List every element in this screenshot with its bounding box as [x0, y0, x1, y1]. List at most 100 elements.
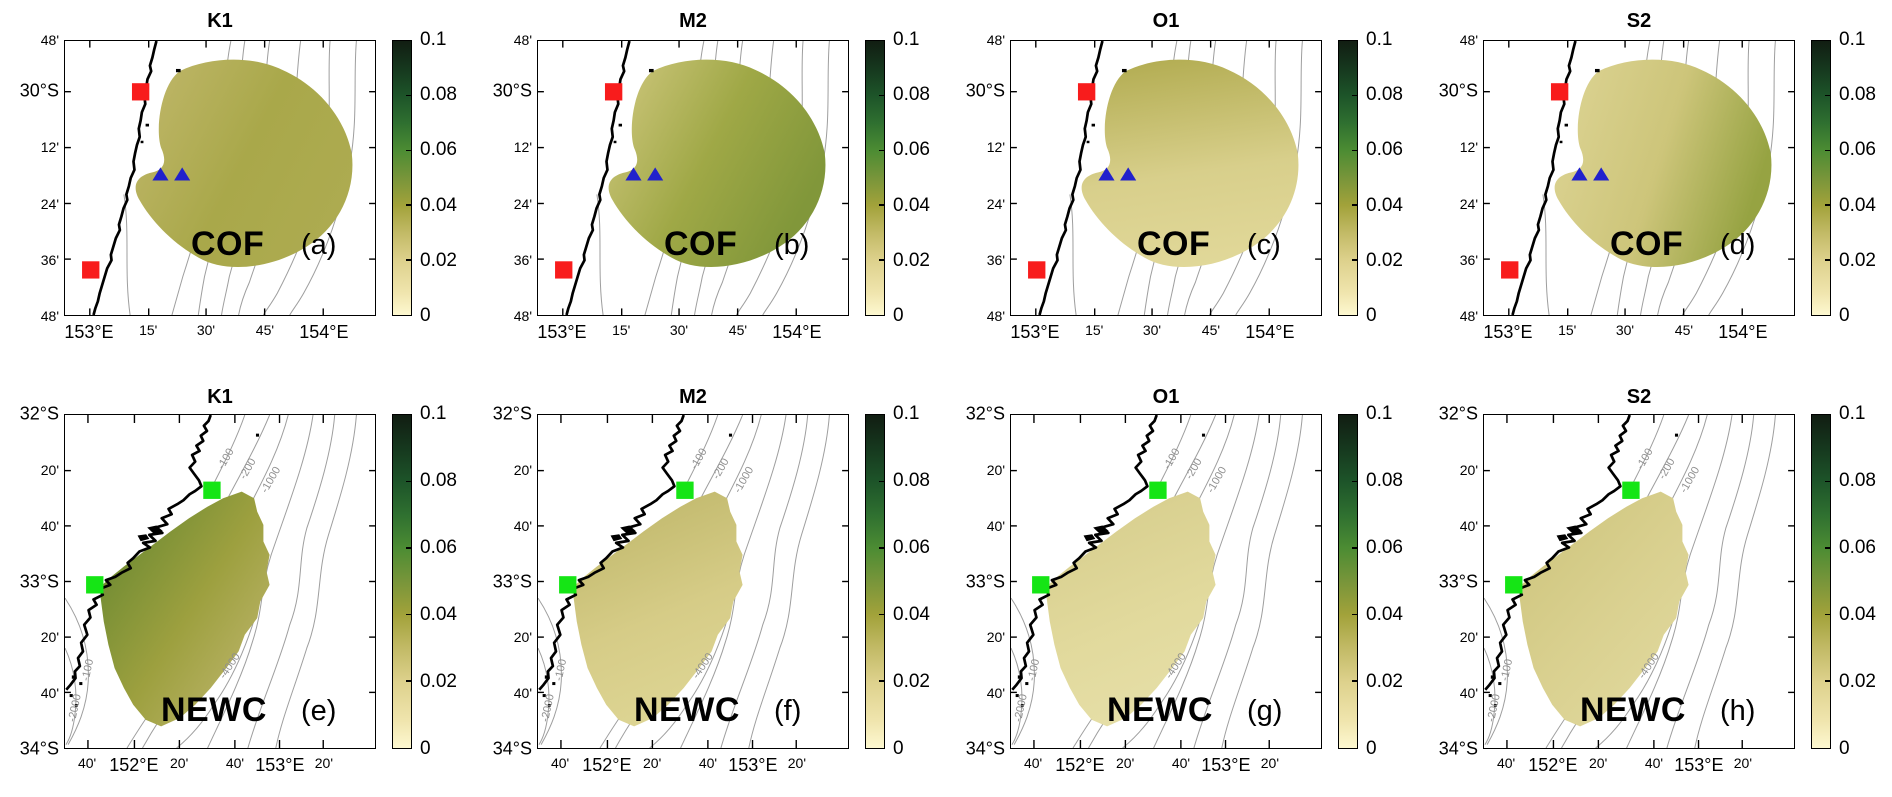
coastline [539, 415, 683, 690]
coastal-islands [542, 433, 733, 707]
colorbar-tick-mark [406, 204, 411, 206]
amplitude-field [1081, 59, 1299, 268]
colorbar-tick-label: 0 [1366, 305, 1377, 326]
y-axis-tick-label: 40' [1459, 517, 1478, 534]
colorbar-tick-mark [879, 149, 884, 152]
figure-row-newc: K1 [0, 352, 1892, 797]
axis-tick-marks [1484, 41, 1794, 315]
blue-triangle-marker [625, 167, 642, 181]
y-axis-tick-label: 30°S [1438, 80, 1478, 101]
amplitude-field [608, 59, 826, 268]
colorbar-tick-mark [1352, 94, 1357, 97]
axis-tick-marks [1011, 415, 1321, 748]
x-axis-tick-label: 153°E [1483, 322, 1533, 342]
y-axis-tick-label: 36' [40, 251, 59, 268]
red-square-marker [604, 83, 623, 101]
colorbar [865, 414, 885, 749]
x-axis-tick-label: 20' [787, 755, 807, 771]
panel-title: M2 [679, 10, 707, 32]
x-axis-tick-label: 40' [698, 755, 718, 771]
y-axis-tick-label: 40' [1459, 685, 1478, 702]
red-square-marker [1550, 83, 1569, 101]
panel-title: S2 [1626, 10, 1652, 32]
colorbar [392, 40, 412, 316]
colorbar-tick-mark [406, 94, 411, 97]
colorbar-tick-label: 0.06 [420, 537, 457, 558]
x-axis-tick-label: 153°E [1674, 755, 1724, 775]
station-markers [1032, 481, 1167, 594]
y-axis-tick-label: 20' [986, 461, 1005, 478]
x-axis-tick-label: 154°E [299, 322, 349, 342]
panel-title: O1 [1152, 10, 1180, 32]
coastline [66, 415, 210, 690]
y-axis-tick-label: 24' [1459, 195, 1478, 212]
x-axis-tick-label: 153°E [537, 322, 587, 342]
amplitude-field [1519, 491, 1689, 727]
colorbar-tick-mark [406, 680, 411, 682]
station-markers [559, 481, 694, 594]
plot-area: COF (c) [1010, 40, 1322, 316]
colorbar-tick-label: 0 [420, 738, 431, 759]
colorbar-tick-label: 0 [1366, 738, 1377, 759]
x-axis-tick-label: 20' [1733, 755, 1753, 771]
green-square-marker [1505, 576, 1523, 594]
region-label: COF [664, 225, 738, 263]
y-axis-tick-label: 12' [40, 139, 59, 156]
axis-tick-marks [65, 41, 375, 315]
green-square-marker [676, 481, 694, 499]
colorbar-tick-mark [1825, 204, 1830, 206]
x-axis-tick-label: 152°E [582, 755, 632, 775]
region-label: COF [1610, 225, 1684, 263]
panel-letter: (a) [301, 229, 337, 261]
colorbar-tick-label: 0.06 [1839, 537, 1876, 558]
x-axis-tick-label: 15' [612, 322, 631, 338]
colorbar [1338, 414, 1358, 749]
colorbar-tick-mark [1825, 480, 1830, 483]
y-axis-tick-label: 33°S [492, 571, 532, 591]
x-axis-tick-label: 20' [314, 755, 334, 771]
y-axis-tick-label: 36' [513, 251, 532, 268]
blue-triangle-marker [647, 167, 664, 181]
colorbar-tick-label: 0.06 [420, 139, 457, 161]
colorbar-tick-label: 0.04 [1366, 194, 1403, 216]
colorbar-tick-label: 0.08 [893, 84, 930, 106]
colorbar-tick-mark [406, 480, 411, 483]
blue-triangle-marker [174, 167, 191, 181]
station-markers [86, 481, 221, 594]
region-label: NEWC [1580, 691, 1686, 729]
region-label: NEWC [161, 691, 267, 729]
plot-area: -100 -200 -1000 -4000 -100 -2000 NEWC (f) [537, 414, 849, 749]
colorbar-tick-label: 0.02 [420, 671, 457, 692]
colorbar-tick-label: 0 [1839, 305, 1850, 326]
x-axis-tick-label: 45' [1201, 322, 1221, 338]
y-axis-tick-label: 48' [513, 308, 532, 324]
station-markers [1505, 481, 1640, 594]
y-axis-tick-label: 40' [40, 517, 59, 534]
y-axis-tick-label: 30°S [492, 80, 532, 101]
y-axis-tick-label: 20' [40, 629, 59, 646]
y-axis-tick-label: 20' [1459, 629, 1478, 646]
colorbar-tick-label: 0.02 [1839, 671, 1876, 692]
colorbar-tick-label: 0.04 [893, 604, 930, 625]
panel-letter: (f) [774, 695, 802, 727]
y-axis-tick-label: 40' [513, 517, 532, 534]
panel-letter: (g) [1247, 695, 1283, 727]
x-axis-tick-label: 152°E [109, 755, 159, 775]
colorbar-tick-label: 0.06 [1366, 139, 1403, 161]
green-square-marker [1622, 481, 1640, 499]
y-axis-tick-label: 12' [986, 139, 1005, 156]
map-panel-s2-cof: S2 [1419, 0, 1892, 352]
amplitude-field [573, 491, 743, 727]
coastal-islands [1488, 433, 1679, 707]
y-axis-tick-label: 40' [986, 517, 1005, 534]
colorbar-tick-label: 0.06 [1366, 537, 1403, 558]
colorbar-tick-label: 0.1 [893, 403, 920, 424]
colorbar-tick-mark [406, 259, 411, 261]
y-axis-tick-label: 20' [513, 629, 532, 646]
y-axis-tick-label: 48' [986, 308, 1005, 324]
x-axis-tick-label: 20' [643, 755, 662, 771]
x-axis-tick-label: 45' [728, 322, 748, 338]
colorbar-tick-mark [1825, 680, 1830, 682]
offshore-islets [1559, 68, 1600, 144]
x-axis-tick-label: 40' [225, 755, 245, 771]
